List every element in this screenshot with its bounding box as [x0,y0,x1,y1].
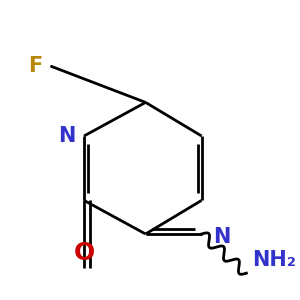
Text: N: N [58,126,76,146]
Text: NH₂: NH₂ [252,250,296,270]
Text: F: F [28,56,42,76]
Text: N: N [213,227,230,247]
Text: O: O [74,241,94,265]
